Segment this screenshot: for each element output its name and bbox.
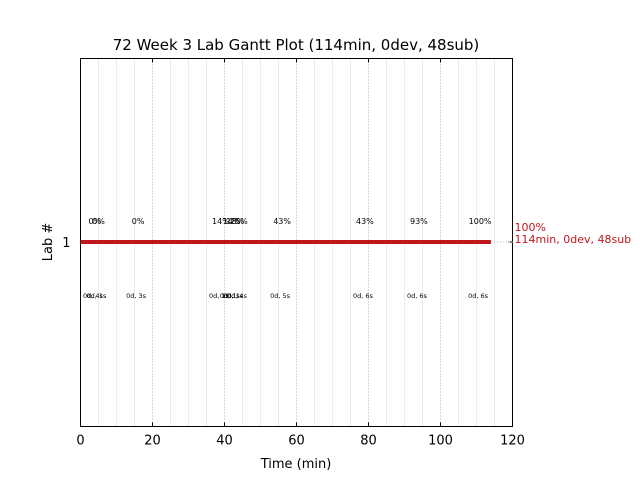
checkpoint-percent-label: 93% — [410, 217, 428, 226]
checkpoint-info-label: 0d, 1s — [209, 292, 230, 300]
checkpoint-percent-label: 43% — [356, 217, 374, 226]
checkpoint-percent-label: 43% — [273, 217, 291, 226]
x-tick-label: 40 — [216, 434, 233, 449]
checkpoint-percent-label: 14% — [223, 217, 241, 226]
checkpoint-percent-label: 100% — [469, 217, 492, 226]
checkpoint-info-label: 0d, 6s — [468, 292, 489, 300]
bar-percent-label: 100% — [515, 221, 546, 234]
x-axis-label: Time (min) — [260, 457, 332, 472]
gantt-bar — [80, 240, 491, 244]
chart-title: 72 Week 3 Lab Gantt Plot (114min, 0dev, … — [113, 36, 480, 54]
checkpoint-info-label: 0d, 6s — [407, 292, 428, 300]
y-tick-label: 1 — [62, 236, 70, 251]
x-axis-ticks: 0 20 40 60 80 100 120 — [76, 58, 525, 449]
x-tick-label: 100 — [428, 434, 453, 449]
y-axis-label: Lab # — [41, 223, 56, 262]
checkpoint-percent-label: 0% — [89, 217, 102, 226]
checkpoint-percent-label: 14% — [212, 217, 230, 226]
checkpoint-info-label: 0d, 1s — [223, 292, 244, 300]
x-tick-label: 80 — [360, 434, 377, 449]
checkpoint-percent-label: 0% — [132, 217, 145, 226]
x-tick-label: 0 — [76, 434, 84, 449]
bar-info-label: 114min, 0dev, 48sub — [515, 233, 632, 246]
x-tick-label: 60 — [288, 434, 305, 449]
gantt-bars: 100%114min, 0dev, 48sub — [80, 221, 632, 246]
x-tick-label: 120 — [500, 434, 525, 449]
checkpoint-info-label: 0d, 1s — [87, 292, 108, 300]
checkpoint-info-label: 0d, 4s — [227, 292, 248, 300]
checkpoint-info-label: 0d, 1s — [220, 292, 241, 300]
checkpoint-percent-label: 0% — [92, 217, 105, 226]
checkpoint-info-label: 0d, 5s — [270, 292, 291, 300]
checkpoint-info-label: 0d, 6s — [353, 292, 374, 300]
checkpoint-percent-label: 18% — [226, 217, 244, 226]
checkpoint-percent-label: 25% — [230, 217, 248, 226]
x-tick-label: 20 — [144, 434, 161, 449]
checkpoint-info-label: 0d, 3s — [126, 292, 147, 300]
checkpoint-info-label: 0d, 4s — [83, 292, 104, 300]
